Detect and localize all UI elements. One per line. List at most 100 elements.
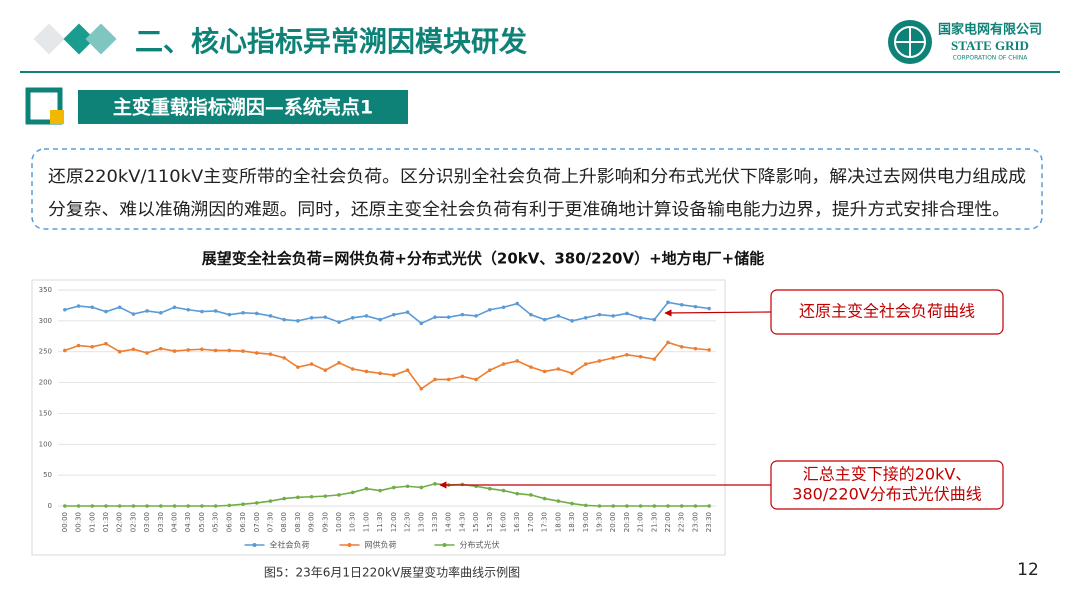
x-tick-label: 12:30 [404, 512, 412, 532]
data-point [419, 321, 424, 326]
data-point [474, 377, 478, 382]
data-point [433, 377, 437, 382]
data-point [433, 481, 437, 486]
y-tick-label: 50 [43, 471, 52, 479]
paragraph-line: 还原220kV/110kV主变所带的全社会负荷。区分识别全社会负荷上升影响和分布… [48, 167, 1026, 187]
data-point [159, 346, 163, 351]
data-point [542, 317, 547, 322]
data-point [309, 315, 314, 320]
data-point [104, 309, 108, 314]
data-point [337, 493, 341, 497]
data-point [213, 348, 218, 353]
data-point [378, 371, 382, 376]
data-point [488, 307, 492, 312]
x-tick-label: 17:30 [541, 512, 549, 532]
data-point [378, 488, 382, 493]
data-point [652, 317, 657, 322]
annotation-text: 汇总主变下接的20kV、 [803, 465, 972, 484]
data-point [172, 504, 177, 508]
data-point [213, 504, 218, 508]
data-point [213, 309, 218, 313]
section-icon-accent [50, 110, 64, 124]
data-point [405, 310, 410, 315]
x-tick-label: 23:00 [691, 512, 699, 532]
data-point [296, 319, 300, 323]
logo [888, 20, 932, 64]
data-point [392, 373, 396, 377]
data-point [131, 312, 136, 316]
data-point [625, 353, 629, 357]
x-tick-label: 01:00 [88, 512, 96, 532]
data-point [679, 303, 684, 307]
data-point [529, 312, 533, 317]
x-tick-label: 03:00 [143, 512, 151, 532]
x-tick-label: 13:00 [417, 512, 425, 532]
x-tick-label: 15:00 [472, 512, 480, 532]
data-point [254, 351, 259, 355]
x-tick-label: 00:30 [75, 512, 83, 532]
x-tick-label: 17:00 [527, 512, 535, 532]
data-point [364, 369, 369, 374]
data-point [227, 312, 232, 317]
section-icon [25, 87, 63, 125]
x-tick-label: 09:00 [308, 512, 316, 532]
data-point [337, 320, 341, 324]
legend-swatch-dot [442, 543, 447, 547]
x-tick-label: 04:00 [171, 512, 179, 532]
legend-swatch-dot [252, 543, 257, 547]
data-point [241, 502, 245, 506]
data-point [529, 493, 533, 497]
y-tick-label: 350 [39, 286, 52, 294]
x-tick-label: 02:30 [129, 512, 137, 532]
x-tick-label: 06:00 [225, 512, 233, 532]
data-point [145, 309, 149, 313]
data-point [597, 359, 602, 363]
x-tick-label: 07:30 [266, 512, 274, 532]
x-tick-label: 06:30 [239, 512, 247, 532]
data-point [405, 484, 410, 489]
slide-title: 二、核心指标异常溯因模块研发 [135, 25, 527, 58]
x-tick-label: 20:00 [609, 512, 617, 532]
data-point [392, 312, 396, 317]
data-point [200, 504, 204, 508]
data-point [117, 305, 122, 310]
y-tick-label: 200 [39, 379, 52, 387]
x-tick-label: 23:30 [705, 512, 713, 532]
x-tick-label: 05:30 [212, 512, 220, 532]
x-tick-label: 08:00 [280, 512, 288, 532]
data-point [625, 504, 629, 508]
x-tick-label: 15:30 [486, 512, 494, 532]
data-point [159, 504, 163, 508]
data-point [145, 504, 149, 508]
logo-cn: 国家电网有限公司 [938, 22, 1042, 38]
data-point [254, 311, 259, 316]
data-point [186, 504, 191, 508]
x-tick-label: 16:30 [513, 512, 521, 532]
legend-label: 全社会负荷 [270, 540, 310, 550]
series-line [64, 482, 710, 507]
data-point [501, 362, 506, 366]
x-tick-label: 22:30 [678, 512, 686, 532]
page-number: 12 [1017, 560, 1039, 580]
data-point [583, 315, 588, 320]
data-point [323, 315, 328, 319]
logo-en: STATE GRID [951, 38, 1029, 53]
data-point [707, 504, 711, 508]
data-point [63, 307, 67, 312]
y-tick-label: 100 [39, 440, 52, 448]
legend-label: 分布式光伏 [460, 540, 500, 550]
data-point [131, 347, 136, 352]
data-point [76, 504, 81, 508]
data-point [323, 494, 328, 498]
data-point [529, 365, 533, 369]
data-point [446, 377, 451, 382]
data-point [63, 348, 67, 353]
chart-frame [31, 279, 726, 556]
data-point [378, 317, 382, 322]
series-line [64, 301, 710, 325]
section-banner [78, 90, 408, 124]
section-title: 主变重载指标溯因—系统亮点1 [113, 96, 373, 119]
data-point [556, 499, 561, 503]
data-point [693, 504, 698, 508]
